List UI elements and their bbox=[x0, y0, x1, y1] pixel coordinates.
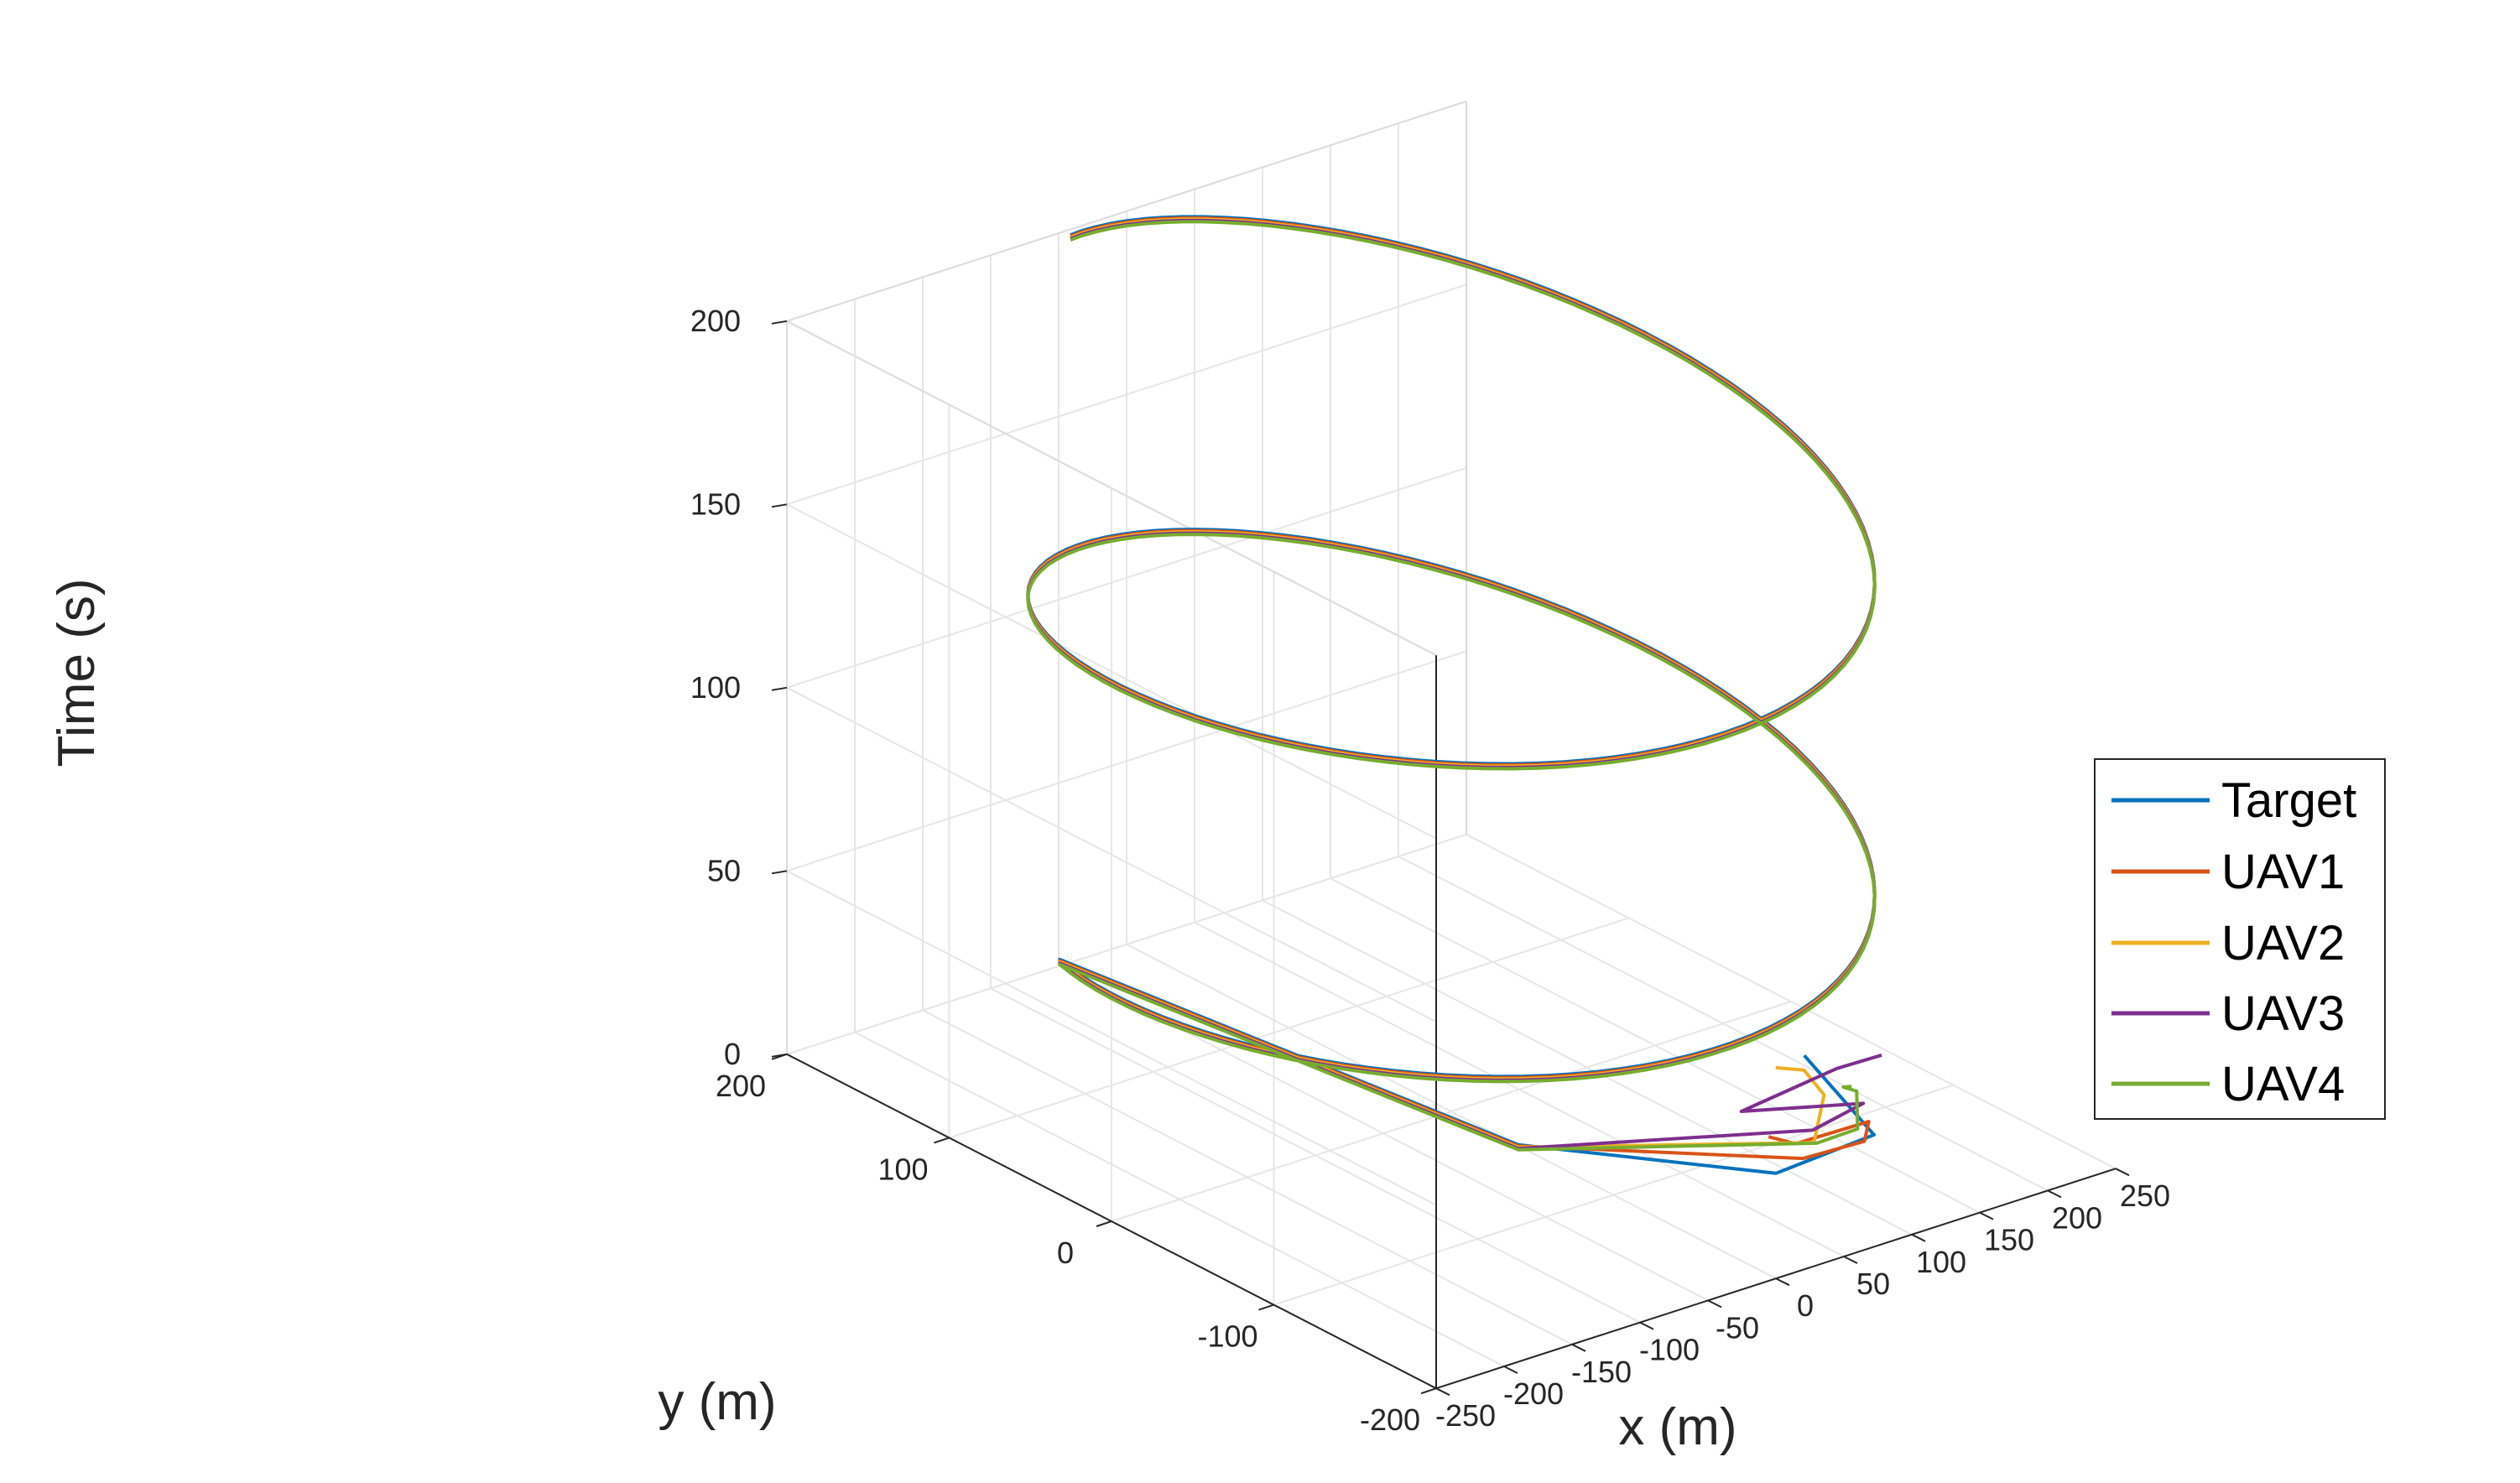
x-tick bbox=[2047, 1189, 2062, 1199]
x-axis-label: x (m) bbox=[1618, 1398, 1736, 1456]
z-tick-label: 200 bbox=[690, 304, 741, 338]
legend-item: UAV3 bbox=[2111, 986, 2345, 1041]
y-tick bbox=[1258, 1303, 1274, 1311]
grid-line bbox=[949, 917, 1629, 1139]
y-tick bbox=[1420, 1387, 1437, 1395]
legend-label-target: Target bbox=[2221, 773, 2356, 828]
legend-item: UAV1 bbox=[2111, 845, 2345, 899]
z-tick bbox=[771, 1053, 788, 1058]
grid-lines bbox=[786, 100, 2116, 1390]
legend-item: Target bbox=[2111, 773, 2356, 828]
box-edge bbox=[786, 100, 1467, 322]
x-tick bbox=[1435, 1387, 1450, 1397]
y-tick-label: -100 bbox=[1197, 1319, 1257, 1354]
plot-series bbox=[1026, 215, 1882, 1175]
z-tick-label: 50 bbox=[707, 853, 741, 887]
series-line-uav2 bbox=[1026, 217, 1877, 1149]
z-tick-label: 100 bbox=[690, 670, 741, 705]
y-axis-label: y (m) bbox=[658, 1373, 776, 1431]
grid-line bbox=[786, 870, 1437, 1206]
z-tick-label: 0 bbox=[724, 1037, 741, 1071]
x-tick-label: -200 bbox=[1503, 1376, 1564, 1411]
box-edge bbox=[786, 320, 1437, 657]
x-tick-label: -250 bbox=[1435, 1398, 1496, 1433]
grid-line bbox=[786, 503, 1437, 840]
y-tick-label: 0 bbox=[1057, 1236, 1074, 1270]
x-tick bbox=[1911, 1233, 1926, 1242]
x-tick bbox=[1979, 1211, 1994, 1220]
x-tick bbox=[1707, 1299, 1722, 1309]
legend-label-uav4: UAV4 bbox=[2221, 1057, 2345, 1111]
y-tick bbox=[934, 1137, 950, 1144]
grid-line bbox=[1273, 1084, 1954, 1306]
y-tick-label: -200 bbox=[1360, 1402, 1420, 1437]
x-tick-label: 150 bbox=[1984, 1223, 2034, 1257]
legend-label-uav1: UAV1 bbox=[2221, 845, 2345, 899]
grid-line bbox=[786, 686, 1437, 1023]
x-tick-label: 200 bbox=[2052, 1200, 2102, 1235]
x-tick-label: 0 bbox=[1797, 1288, 1814, 1323]
legend-label-uav2: UAV2 bbox=[2221, 916, 2345, 970]
series-line-uav3 bbox=[1026, 218, 1882, 1151]
x-tick-label: 50 bbox=[1856, 1267, 1890, 1301]
x-tick bbox=[1639, 1321, 1654, 1330]
series-line-target bbox=[1026, 215, 1877, 1175]
legend: Target UAV1 UAV2 UAV3 UAV4 bbox=[2094, 758, 2386, 1120]
x-tick bbox=[1571, 1343, 1586, 1352]
x-tick-label: -100 bbox=[1639, 1333, 1700, 1367]
legend-item: UAV2 bbox=[2111, 916, 2345, 970]
grid-line bbox=[786, 284, 1467, 506]
x-tick-label: 100 bbox=[1916, 1245, 1966, 1279]
z-axis-label: Time (s) bbox=[48, 579, 106, 768]
x-tick-label: 250 bbox=[2120, 1179, 2170, 1213]
z-tick bbox=[771, 870, 788, 875]
axes-box bbox=[771, 320, 2130, 1397]
y-tick-label: 200 bbox=[716, 1069, 766, 1103]
series-line-uav4 bbox=[1026, 220, 1877, 1152]
z-tick bbox=[771, 320, 788, 325]
x-tick-label: -150 bbox=[1571, 1355, 1632, 1389]
grid-line bbox=[786, 466, 1467, 689]
x-tick bbox=[1843, 1256, 1858, 1264]
legend-box bbox=[2094, 758, 2386, 1120]
legend-item: UAV4 bbox=[2111, 1057, 2345, 1111]
x-tick bbox=[1775, 1277, 1790, 1287]
grid-line bbox=[786, 833, 1467, 1055]
z-tick bbox=[771, 686, 788, 691]
tick-labels: -250-200-150-100-50050100150200250-200-1… bbox=[690, 304, 2170, 1437]
grid-line bbox=[1111, 1001, 1792, 1222]
legend-label-uav3: UAV3 bbox=[2221, 986, 2345, 1041]
x-tick bbox=[2115, 1168, 2130, 1177]
grid-line bbox=[786, 650, 1467, 872]
y-tick bbox=[1096, 1220, 1112, 1227]
y-tick-label: 100 bbox=[877, 1152, 928, 1186]
x-tick bbox=[1503, 1366, 1518, 1374]
x-tick-label: -50 bbox=[1716, 1310, 1759, 1345]
z-tick-label: 150 bbox=[690, 487, 741, 521]
z-tick bbox=[771, 503, 788, 508]
